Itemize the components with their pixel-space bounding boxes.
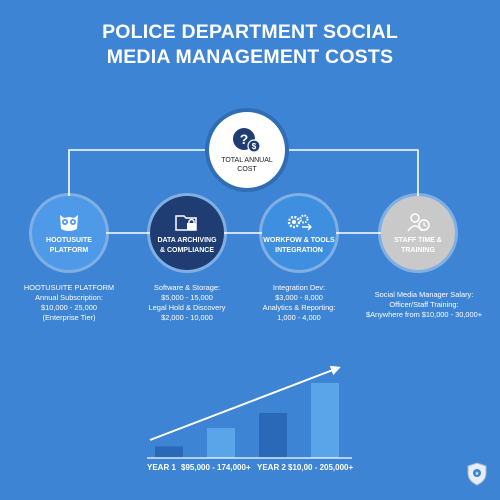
chart-bar-3 bbox=[259, 413, 287, 458]
svg-text:$: $ bbox=[252, 142, 257, 151]
owl-icon bbox=[60, 214, 78, 231]
node-3-label-line-2: INTEGRATION bbox=[275, 246, 323, 254]
chart-bar-2 bbox=[207, 428, 235, 458]
folder-lock-icon bbox=[175, 214, 197, 231]
connector-right bbox=[285, 149, 419, 196]
year-1-range: $95,000 - 174,000+ bbox=[181, 463, 251, 472]
title-line-2: MEDIA MANAGEMENT COSTS bbox=[106, 46, 394, 68]
trend-arrow bbox=[149, 365, 341, 441]
node-3-label-line-1: WORKFOW & TOOLS bbox=[263, 236, 335, 244]
desc-3-line-2: $3,000 - 8,000 bbox=[275, 293, 323, 302]
desc-2-line-4: $2,000 - 10,000 bbox=[161, 313, 213, 322]
center-label: TOTAL ANNUAL COST bbox=[221, 156, 273, 174]
data-archiving-node: DATA ARCHIVING & COMPLIANCE bbox=[150, 196, 224, 270]
police-badge-icon: ★ bbox=[467, 462, 487, 486]
staff-time-node: STAFF TIME & TRAINING bbox=[381, 196, 455, 270]
node-4-label-line-1: STAFF TIME & bbox=[394, 236, 442, 244]
desc-3-line-4: 1,000 - 4,000 bbox=[277, 313, 321, 322]
desc-2-line-3: Legal Hold & Discovery bbox=[148, 303, 226, 312]
svg-text:?: ? bbox=[240, 131, 249, 147]
workflow-tools-description: Integration Dev: $3,000 - 8,000 Analytic… bbox=[232, 283, 366, 323]
desc-1-line-4: (Enterprise Tier) bbox=[42, 313, 96, 322]
desc-4-line-3: $Anywhere from $10,000 - 30,000+ bbox=[365, 310, 483, 319]
node-2-label-line-1: DATA ARCHIVING bbox=[157, 236, 217, 244]
hootsuite-description: HOOTUSUITE PLATFORM Annual Subscription:… bbox=[6, 283, 132, 323]
node-4-label-line-2: TRAINING bbox=[401, 246, 435, 254]
total-annual-cost-node: ? $ TOTAL ANNUAL COST bbox=[209, 112, 285, 188]
page-title: POLICE DEPARTMENT SOCIAL MEDIA MANAGEMEN… bbox=[0, 20, 500, 70]
svg-text:★: ★ bbox=[475, 471, 480, 477]
gears-icon bbox=[287, 214, 312, 230]
hootsuite-node: HOOTUSUITE PLATFORM bbox=[32, 196, 106, 270]
center-label-line-1: TOTAL ANNUAL bbox=[221, 157, 273, 164]
staff-time-description: Social Media Manager Salary: Officer/Sta… bbox=[352, 290, 496, 320]
connector-left bbox=[68, 149, 209, 196]
desc-1-line-1: HOOTUSUITE PLATFORM bbox=[23, 283, 115, 292]
center-label-line-2: COST bbox=[237, 166, 257, 173]
year-2-label: YEAR 2 bbox=[257, 463, 286, 472]
node-1-label-line-2: PLATFORM bbox=[49, 246, 89, 254]
workflow-tools-node: WORKFOW & TOOLS INTEGRATION bbox=[262, 196, 336, 270]
data-archiving-description: Software & Storage: $5,000 - 15,000 Lega… bbox=[120, 283, 254, 323]
node-1-label-line-1: HOOTUSUITE bbox=[46, 236, 92, 244]
desc-2-line-1: Software & Storage: bbox=[153, 283, 221, 292]
chart-bar-1 bbox=[155, 446, 183, 458]
desc-1-line-3: $10,000 - 25,000 bbox=[41, 303, 97, 312]
desc-3-line-3: Analytics & Reporting: bbox=[262, 303, 336, 312]
user-clock-icon bbox=[407, 212, 430, 231]
desc-2-line-2: $5,000 - 15,000 bbox=[161, 293, 213, 302]
desc-1-line-2: Annual Subscription: bbox=[35, 293, 103, 302]
year-1-label: YEAR 1 bbox=[147, 463, 176, 472]
desc-4-line-1: Social Media Manager Salary: bbox=[374, 290, 474, 299]
desc-3-line-1: Integration Dev: bbox=[272, 283, 326, 292]
node-2-label-line-2: & COMPLIANCE bbox=[159, 246, 215, 254]
question-dollar-icon: ? $ bbox=[233, 128, 261, 153]
title-line-1: POLICE DEPARTMENT SOCIAL bbox=[102, 21, 398, 43]
chart-bar-4 bbox=[311, 383, 339, 458]
desc-4-line-2: Officer/Staff Training: bbox=[389, 300, 459, 309]
year-2-range: $10,00 - 205,000+ bbox=[288, 463, 354, 472]
